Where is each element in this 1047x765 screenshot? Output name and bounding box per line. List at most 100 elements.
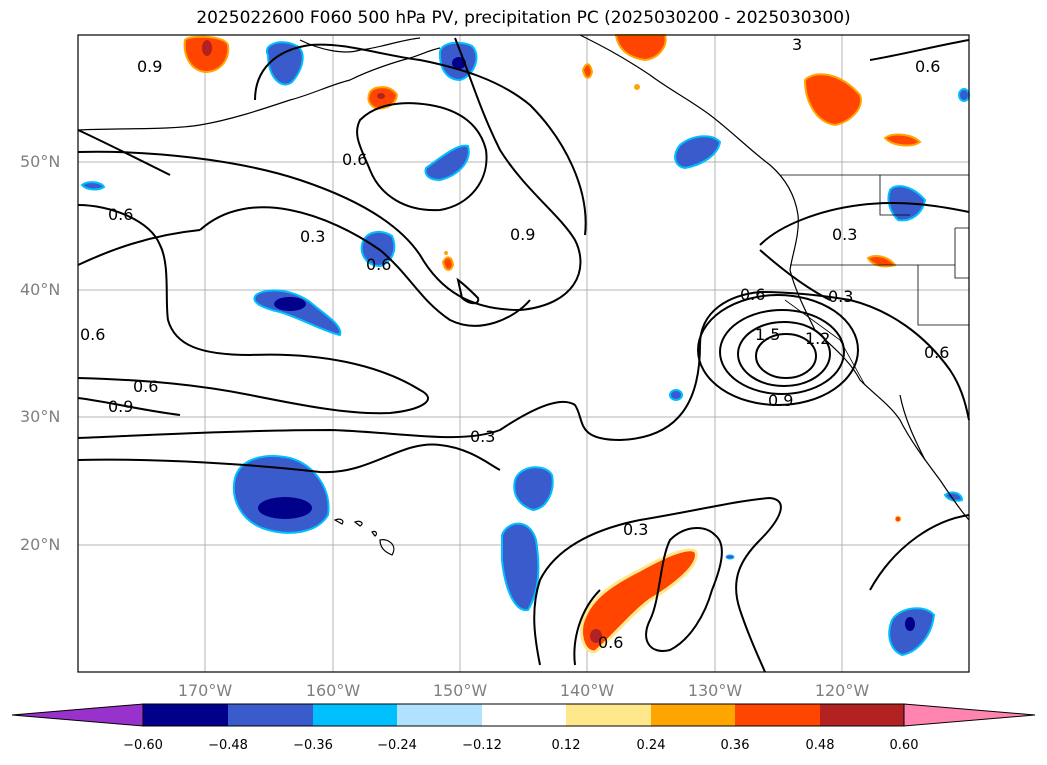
contour-line (254, 43, 587, 236)
contour-label: 0.6 (133, 377, 158, 396)
contour-label: 0.6 (740, 285, 765, 304)
contour-line (869, 514, 970, 591)
precip-blob (888, 607, 936, 657)
colorbar-bin (482, 704, 566, 726)
contour-labels: 0.9 0.6 0.6 0.3 0.6 0.6 0.6 0.9 0.9 0.6 … (80, 35, 949, 652)
precip-core (258, 497, 312, 519)
contour-ring-1-2 (737, 321, 831, 387)
colorbar-bin (313, 704, 397, 726)
contour-label: 0.9 (768, 391, 793, 410)
contour-label: 0.9 (510, 225, 535, 244)
contour-label: 1.2 (805, 329, 830, 348)
contour-label: 0.6 (366, 255, 391, 274)
lon-label-130w: 130°W (687, 681, 743, 700)
contour-line (533, 496, 782, 673)
contour-label: 0.3 (832, 225, 857, 244)
contour-label: 0.3 (623, 520, 648, 539)
boundary-state (917, 265, 969, 326)
colorbar-tick-label: −0.12 (462, 738, 502, 753)
contour-ring-0-9 (719, 309, 845, 395)
coastline-north-america (579, 34, 970, 521)
precip-blob (669, 389, 683, 401)
contour-label: 0.6 (80, 325, 105, 344)
boundary-state (879, 175, 910, 216)
contour-label: 0.6 (924, 343, 949, 362)
lat-label-40n: 40°N (20, 280, 61, 299)
contour-line (869, 39, 970, 61)
contour-label: 0.3 (828, 287, 853, 306)
lat-label-30n: 30°N (20, 407, 61, 426)
contour-label: 0.6 (915, 57, 940, 76)
contour-line-0-3 (77, 290, 970, 442)
contour-line (77, 204, 429, 415)
colorbar-tick-label: −0.48 (208, 738, 248, 753)
contour-label: 0.9 (137, 57, 162, 76)
colorbar-tick-label: 0.60 (889, 738, 919, 753)
precip-blob (803, 73, 862, 127)
colorbar-bin (651, 704, 735, 726)
colorbar-tick-label: 0.24 (636, 738, 666, 753)
colorbar-extend-low (11, 703, 144, 727)
lat-label-50n: 50°N (20, 152, 61, 171)
contour-line (456, 277, 480, 305)
contour-line (573, 589, 601, 666)
precip-blob (883, 133, 922, 147)
contour-line (77, 397, 181, 416)
contour-label: 0.9 (108, 397, 133, 416)
contour-label: 0.6 (598, 633, 623, 652)
lon-label-120w: 120°W (814, 681, 870, 700)
contour-line (77, 129, 171, 176)
contour-label: 0.3 (470, 427, 495, 446)
precip-dot (634, 84, 640, 90)
colorbar-bin (566, 704, 651, 726)
precip-dot (894, 515, 902, 523)
contour-line (77, 37, 582, 312)
colorbar (11, 703, 1036, 727)
colorbar-outline (142, 703, 905, 727)
precip-blob (581, 63, 594, 79)
precip-core (377, 93, 385, 99)
lon-label-140w: 140°W (559, 681, 615, 700)
precip-blob (501, 522, 540, 612)
lon-label-150w: 150°W (432, 681, 488, 700)
precip-blob (614, 34, 667, 62)
colorbar-tick-label: −0.60 (123, 738, 163, 753)
lon-label-160w: 160°W (305, 681, 361, 700)
colorbar-bin (397, 704, 482, 726)
contour-line (759, 249, 831, 301)
pv-contours (77, 37, 970, 673)
contour-label: 0.6 (342, 150, 367, 169)
colorbar-tick-label: −0.24 (377, 738, 417, 753)
precip-blob (265, 41, 304, 86)
contour-label: 0.6 (108, 205, 133, 224)
contour-ring-0-6 (697, 294, 859, 406)
boundary-state (954, 227, 969, 279)
precip-blob (80, 181, 106, 191)
precip-negative (80, 41, 970, 657)
precip-blob (441, 256, 455, 271)
colorbar-bin (228, 704, 313, 726)
contour-label: 0.3 (300, 227, 325, 246)
precip-blob (513, 466, 554, 512)
coastline-hawaii (333, 518, 395, 556)
colorbar-bin (143, 704, 228, 726)
colorbar-tick-label: 0.12 (551, 738, 581, 753)
colorbar-bin (820, 704, 904, 726)
precip-blob (958, 88, 970, 102)
contour-line (199, 206, 531, 327)
contour-line (759, 201, 970, 246)
colorbar-bin (735, 704, 820, 726)
contour-label: 3 (792, 35, 802, 54)
colorbar-tick-label: 0.48 (805, 738, 835, 753)
precip-core (202, 40, 212, 56)
colorbar-extend-high (903, 703, 1036, 727)
precip-core (274, 297, 306, 311)
precip-positive (183, 34, 922, 654)
contour-line (77, 229, 201, 266)
precip-core (590, 629, 602, 643)
lon-label-170w: 170°W (177, 681, 233, 700)
precip-blob (424, 144, 470, 182)
contour-line (356, 102, 488, 212)
figure-title: 2025022600 F060 500 hPa PV, precipitatio… (196, 8, 851, 28)
